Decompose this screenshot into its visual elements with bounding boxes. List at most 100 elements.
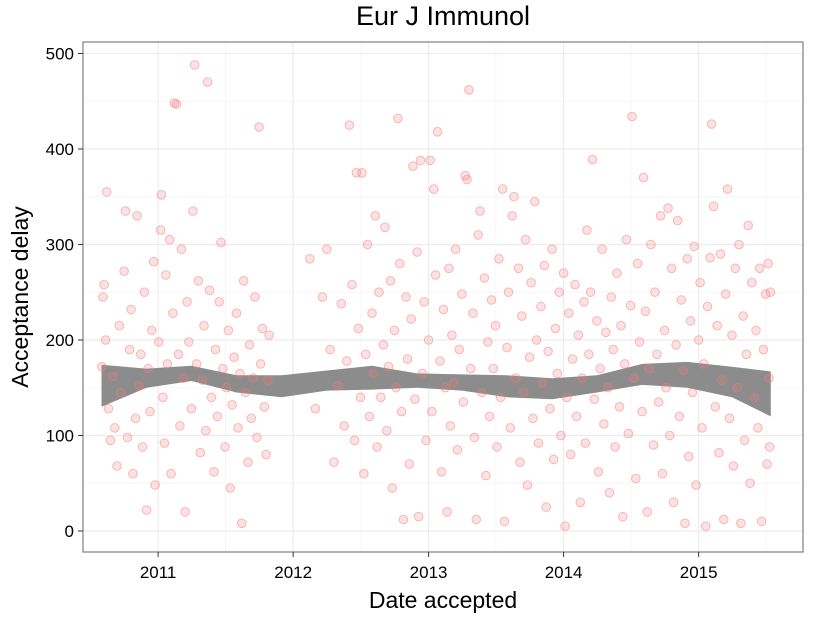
data-point xyxy=(199,320,209,331)
data-point xyxy=(380,222,390,233)
data-point xyxy=(595,363,606,374)
data-point xyxy=(558,268,569,278)
data-point xyxy=(619,359,630,369)
data-point xyxy=(164,234,175,245)
data-point xyxy=(464,85,474,95)
data-point xyxy=(579,297,589,307)
data-point xyxy=(585,287,596,298)
data-point xyxy=(119,266,129,277)
data-point xyxy=(717,375,727,385)
data-point xyxy=(236,518,247,529)
x-tick-label: 2011 xyxy=(140,563,177,582)
data-point xyxy=(100,335,111,345)
data-point xyxy=(394,258,405,269)
data-point xyxy=(473,230,483,240)
data-point xyxy=(462,174,472,185)
data-point xyxy=(210,344,221,355)
data-point xyxy=(329,457,339,468)
data-point xyxy=(486,295,497,305)
data-point xyxy=(333,381,343,391)
data-point xyxy=(537,378,548,388)
data-point xyxy=(567,354,578,364)
data-point xyxy=(522,480,533,490)
data-point xyxy=(387,483,398,493)
data-point xyxy=(99,279,109,290)
x-tick-label: 2013 xyxy=(410,563,448,582)
data-point xyxy=(101,187,112,197)
y-tick-label: 500 xyxy=(46,44,74,63)
data-point xyxy=(680,518,690,529)
data-point xyxy=(438,304,449,315)
data-point xyxy=(531,335,542,345)
data-point xyxy=(691,480,701,490)
y-tick-label: 400 xyxy=(46,140,74,159)
data-point xyxy=(554,287,565,298)
data-point xyxy=(695,277,705,288)
data-point xyxy=(625,300,636,311)
data-point xyxy=(730,263,741,274)
data-point xyxy=(322,244,332,254)
data-point xyxy=(614,402,625,412)
data-point xyxy=(652,349,662,360)
data-point xyxy=(597,244,607,254)
data-point xyxy=(722,184,733,194)
data-point xyxy=(606,292,617,302)
data-point xyxy=(710,402,721,412)
data-point xyxy=(452,445,463,455)
data-point xyxy=(738,311,748,321)
data-point xyxy=(212,411,223,422)
data-point xyxy=(391,382,401,393)
data-point xyxy=(700,521,711,532)
data-point xyxy=(599,419,609,429)
data-point xyxy=(728,461,739,471)
data-point xyxy=(186,403,197,414)
data-point xyxy=(310,403,321,414)
data-point xyxy=(676,295,687,305)
data-point xyxy=(666,263,677,274)
data-point xyxy=(360,349,371,360)
data-point xyxy=(479,273,490,283)
data-point xyxy=(156,190,167,200)
data-point xyxy=(484,411,495,422)
data-point xyxy=(406,314,417,324)
data-point xyxy=(243,457,253,468)
data-point xyxy=(497,184,508,194)
data-point xyxy=(425,155,435,166)
data-point xyxy=(195,447,206,458)
data-point xyxy=(393,113,403,124)
data-point xyxy=(191,359,202,369)
data-point xyxy=(665,430,675,441)
data-point xyxy=(218,363,228,374)
data-point xyxy=(734,239,744,250)
data-point xyxy=(526,277,536,288)
data-point xyxy=(490,320,501,331)
data-point xyxy=(355,392,366,403)
data-point xyxy=(158,392,168,403)
data-point xyxy=(468,308,478,319)
data-points-layer xyxy=(97,60,776,532)
data-point xyxy=(488,363,499,374)
data-point xyxy=(552,368,563,379)
data-point xyxy=(582,225,592,235)
data-point xyxy=(608,344,619,355)
data-point xyxy=(126,304,136,315)
data-point xyxy=(719,514,729,525)
data-point xyxy=(359,468,369,479)
data-point xyxy=(105,435,116,446)
data-point xyxy=(257,323,268,334)
data-point xyxy=(229,352,239,363)
data-point xyxy=(612,268,622,278)
data-point xyxy=(593,467,604,477)
data-point xyxy=(751,325,761,336)
data-point xyxy=(671,340,681,350)
data-point xyxy=(184,337,194,347)
plot-panel xyxy=(83,42,803,552)
x-tick-label: 2014 xyxy=(545,563,583,582)
data-point xyxy=(727,330,737,341)
data-point xyxy=(357,168,367,178)
data-point xyxy=(471,514,482,525)
data-point xyxy=(764,373,774,384)
data-point xyxy=(445,421,456,431)
data-point xyxy=(150,480,160,490)
data-point xyxy=(178,373,189,384)
